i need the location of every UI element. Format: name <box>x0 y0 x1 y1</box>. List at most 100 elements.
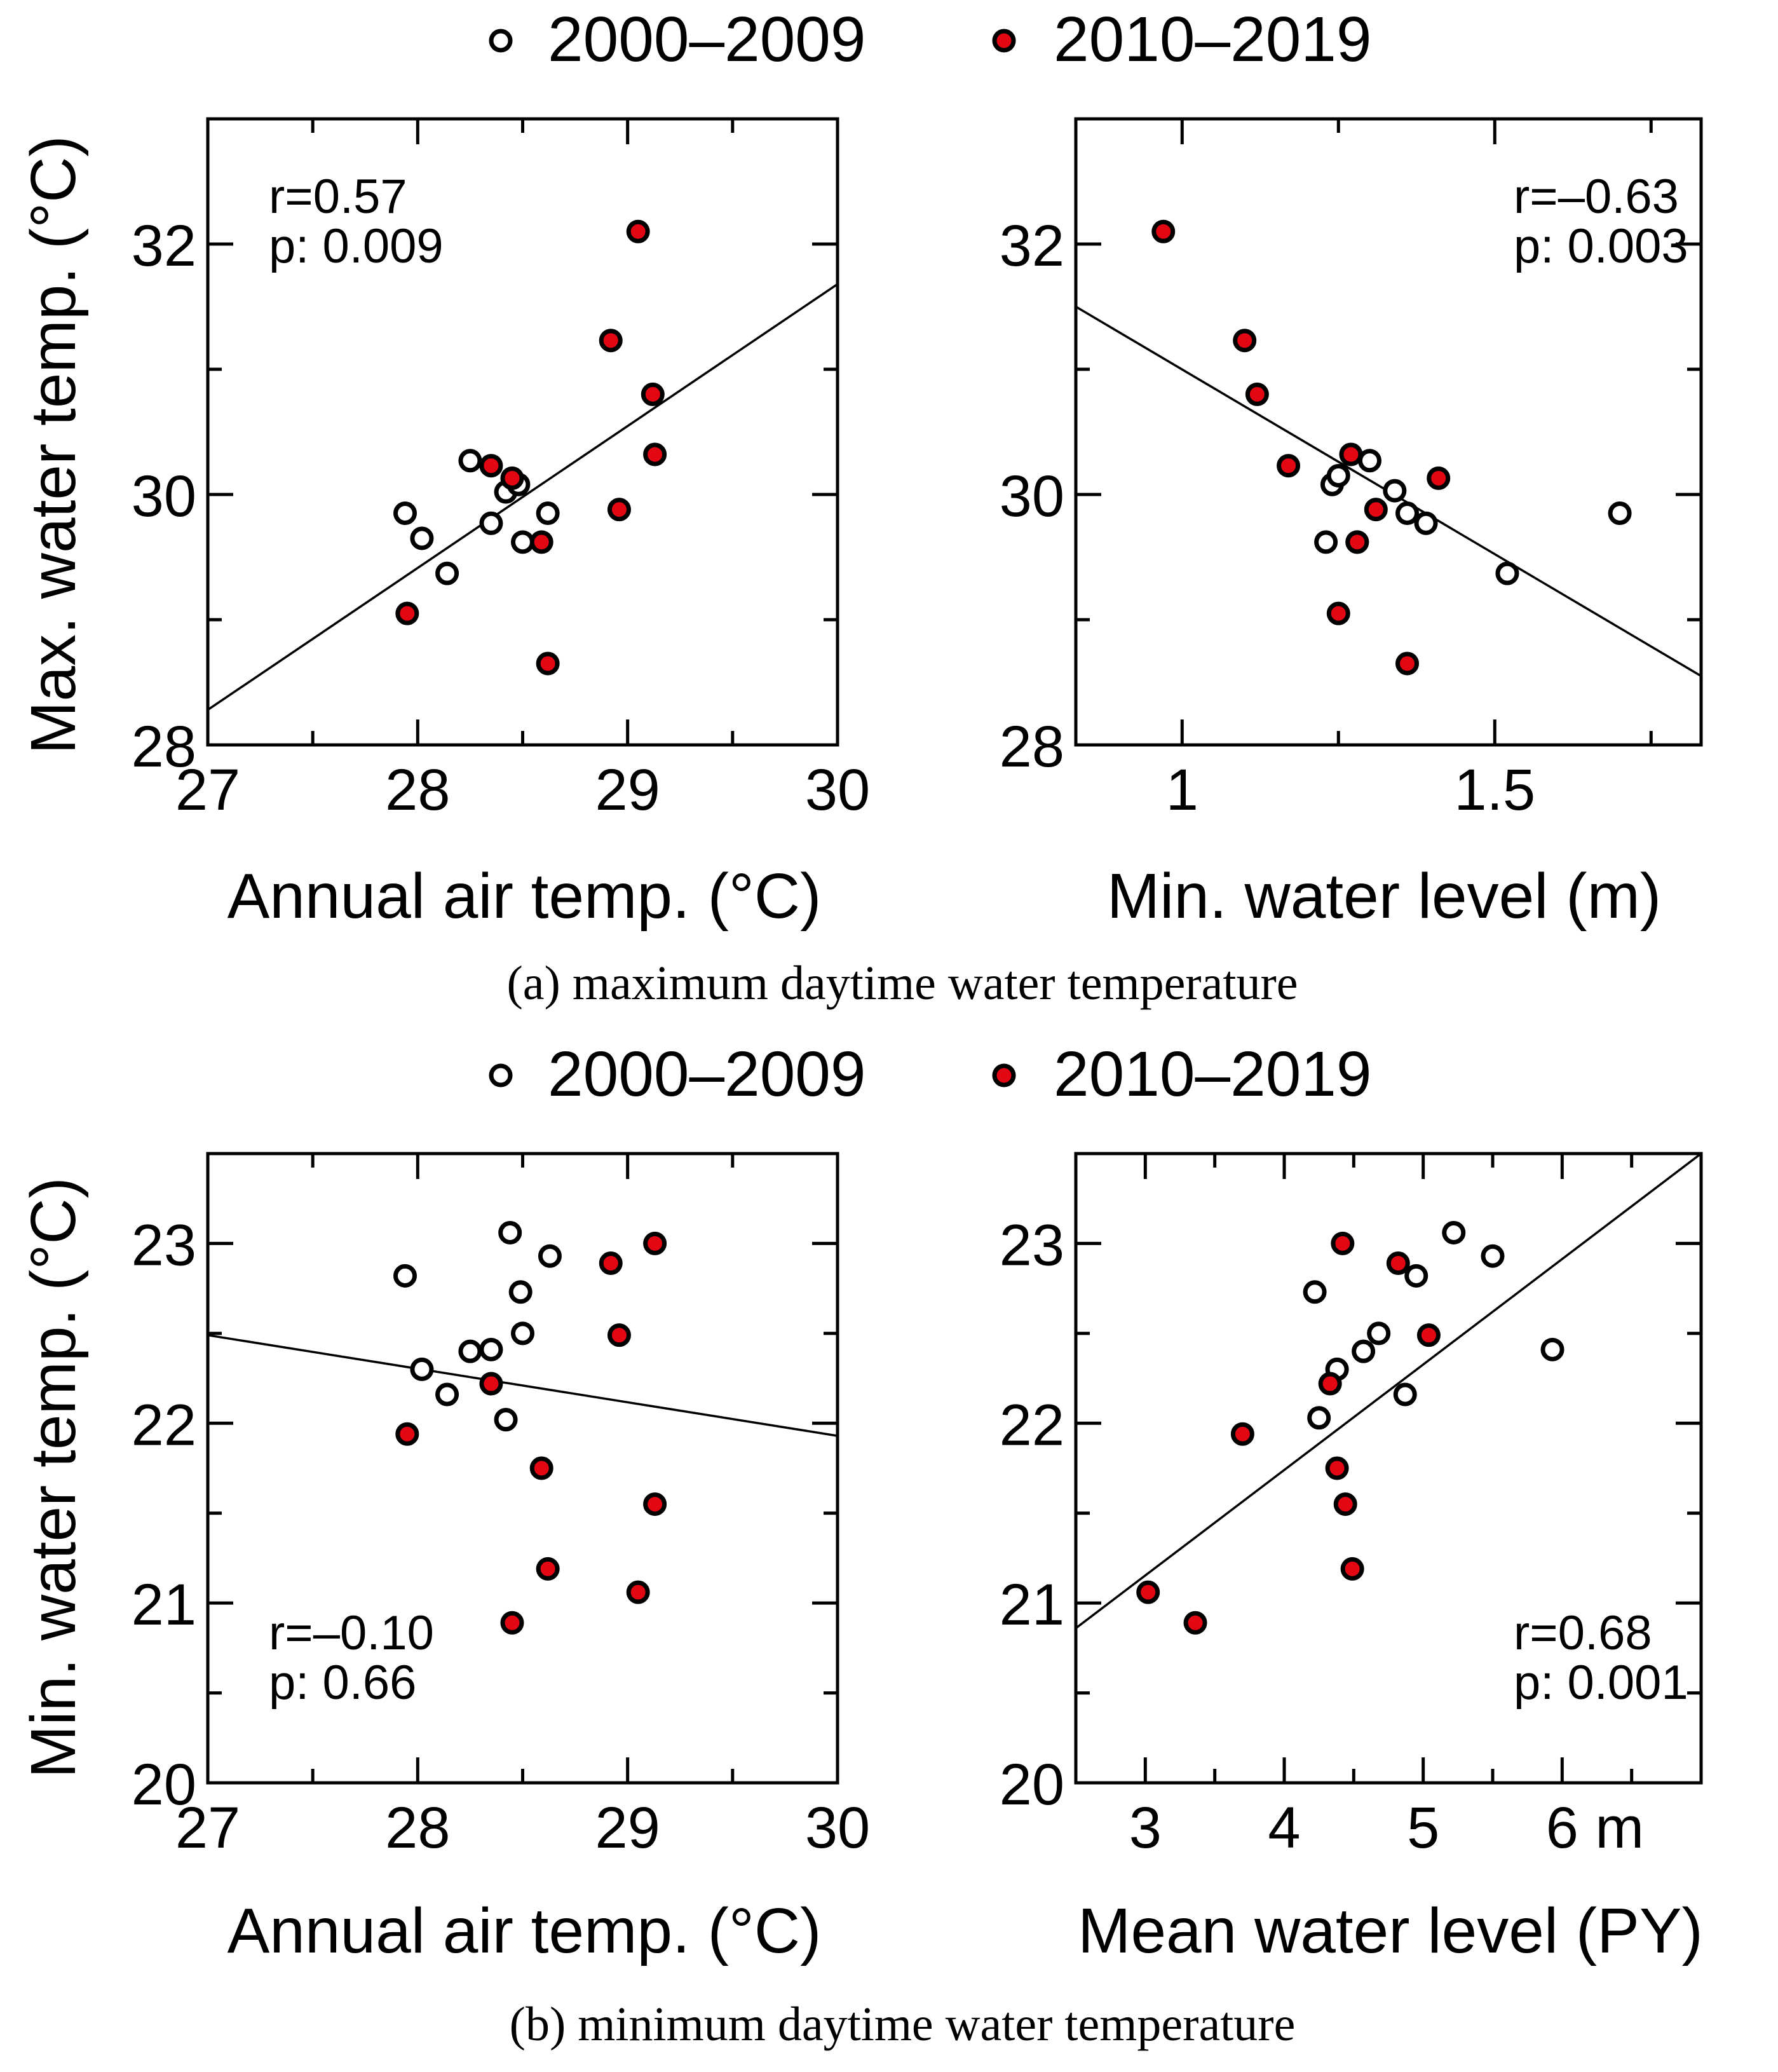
plot-frame <box>1074 1152 1703 1785</box>
data-point-2010-2019 <box>1340 1557 1364 1581</box>
x-tick-label: 28 <box>385 758 450 822</box>
data-point-2000-2009 <box>1352 1339 1376 1363</box>
data-point-2000-2009 <box>1540 1337 1564 1361</box>
p-value-label: p: 0.009 <box>269 219 444 273</box>
legend-b: 2000–2009 2010–2019 <box>489 1039 1372 1110</box>
data-point-2010-2019 <box>643 442 667 467</box>
data-point-2010-2019 <box>500 466 524 490</box>
y-tick-label: 21 <box>132 1572 196 1637</box>
data-point-2000-2009 <box>479 1337 503 1361</box>
x-tick-label: 27 <box>175 1796 240 1860</box>
p-value-label: p: 0.003 <box>1514 219 1688 273</box>
data-point-2000-2009 <box>494 1408 518 1432</box>
data-point-2010-2019 <box>1345 530 1369 554</box>
legend-filled-marker <box>992 29 1016 53</box>
data-point-2010-2019 <box>479 454 503 478</box>
correlation-r-label: r=0.57 <box>269 170 407 224</box>
data-point-2010-2019 <box>607 498 631 522</box>
y-tick-label: 21 <box>1000 1572 1064 1637</box>
y-tick-label: 23 <box>132 1213 196 1278</box>
xlabel-b1: Annual air temp. (°C) <box>227 1895 822 1966</box>
data-point-2010-2019 <box>1233 329 1257 353</box>
data-point-2010-2019 <box>626 1580 650 1604</box>
x-tick-label: 30 <box>805 1796 870 1860</box>
data-point-2000-2009 <box>1383 479 1407 503</box>
scatter-panel-a-min-water-level: 28 30 32 1 1.5 r=–0.63p: 0.003 <box>1000 117 1703 822</box>
y-tick-label: 22 <box>1000 1393 1064 1457</box>
y-tick-label: 32 <box>1000 214 1064 278</box>
y-tick-label: 30 <box>1000 464 1064 529</box>
x-tick-label: 4 <box>1268 1796 1300 1860</box>
data-point-2010-2019 <box>1395 651 1420 676</box>
regression-line <box>1075 1152 1702 1630</box>
data-point-2000-2009 <box>1414 511 1438 535</box>
y-tick-label: 28 <box>1000 714 1064 779</box>
data-point-2010-2019 <box>1427 466 1451 490</box>
data-point-2010-2019 <box>1416 1323 1441 1347</box>
legend-open-marker <box>489 1063 513 1087</box>
p-value-label: p: 0.66 <box>269 1656 416 1710</box>
legend-filled-label: 2010–2019 <box>1054 4 1372 75</box>
data-point-2000-2009 <box>1367 1321 1391 1346</box>
data-point-2000-2009 <box>1326 463 1350 487</box>
x-tick-label: 27 <box>175 758 240 822</box>
data-point-2010-2019 <box>1245 382 1269 406</box>
data-point-2010-2019 <box>599 329 623 353</box>
data-point-2010-2019 <box>536 651 560 676</box>
data-point-2000-2009 <box>1314 530 1338 554</box>
data-point-2010-2019 <box>1326 601 1350 625</box>
legend-open-label: 2000–2009 <box>548 4 866 75</box>
p-value-label: p: 0.001 <box>1514 1656 1688 1710</box>
data-point-2000-2009 <box>511 530 534 554</box>
data-point-2010-2019 <box>643 1231 667 1255</box>
data-point-2000-2009 <box>1307 1406 1331 1430</box>
data-point-2000-2009 <box>498 1220 522 1244</box>
data-point-2010-2019 <box>479 1372 503 1396</box>
x-tick-label: 29 <box>595 1796 660 1860</box>
y-tick-label: 20 <box>1000 1752 1064 1817</box>
data-point-2000-2009 <box>435 561 459 585</box>
scatter-panel-b-air-temp: 20 21 22 23 27 28 29 30 r=–0.10p: 0.66 <box>132 1152 870 1860</box>
data-point-2010-2019 <box>1230 1422 1254 1446</box>
x-tick-label: 6 <box>1546 1796 1578 1860</box>
data-point-2000-2009 <box>1393 1382 1417 1407</box>
data-point-2010-2019 <box>1318 1372 1342 1396</box>
data-point-2000-2009 <box>1357 449 1381 473</box>
data-point-2000-2009 <box>458 1339 482 1363</box>
y-tick-label: 28 <box>132 714 196 779</box>
data-point-2010-2019 <box>1333 1492 1357 1517</box>
caption-b: (b) minimum daytime water temperature <box>510 1998 1296 2051</box>
data-point-2000-2009 <box>536 501 560 526</box>
data-point-2010-2019 <box>500 1611 524 1635</box>
data-point-2000-2009 <box>1442 1220 1466 1244</box>
legend-open-marker <box>489 29 513 53</box>
data-point-2010-2019 <box>643 1492 667 1517</box>
x-tick-label: 1 <box>1166 758 1198 822</box>
xlabel-a1: Annual air temp. (°C) <box>227 861 822 932</box>
data-point-2000-2009 <box>1395 501 1420 526</box>
data-point-2000-2009 <box>511 1321 534 1346</box>
data-point-2000-2009 <box>410 526 434 550</box>
correlation-r-label: r=–0.10 <box>269 1606 434 1660</box>
data-point-2000-2009 <box>1481 1244 1505 1268</box>
regression-line <box>207 283 838 711</box>
data-point-2010-2019 <box>1151 219 1176 243</box>
legend-filled-label: 2010–2019 <box>1054 1039 1372 1110</box>
y-tick-label: 30 <box>132 464 196 529</box>
data-point-2010-2019 <box>1386 1251 1410 1276</box>
plot-frame <box>1074 117 1703 747</box>
y-tick-label: 32 <box>132 214 196 278</box>
data-point-2010-2019 <box>1277 454 1301 478</box>
data-point-2010-2019 <box>626 219 650 243</box>
regression-line <box>207 1333 838 1437</box>
y-tick-label: 22 <box>132 1393 196 1457</box>
xlabel-a2: Min. water level (m) <box>1107 861 1661 932</box>
x-tick-label: 1.5 <box>1454 758 1535 822</box>
data-point-2000-2009 <box>479 511 503 535</box>
data-point-2000-2009 <box>393 1264 417 1288</box>
ylabel-a: Max. water temp. (°C) <box>18 135 89 754</box>
x-tick-label: 30 <box>805 758 870 822</box>
data-point-2000-2009 <box>1608 501 1632 526</box>
caption-a: (a) maximum daytime water temperature <box>506 957 1298 1010</box>
